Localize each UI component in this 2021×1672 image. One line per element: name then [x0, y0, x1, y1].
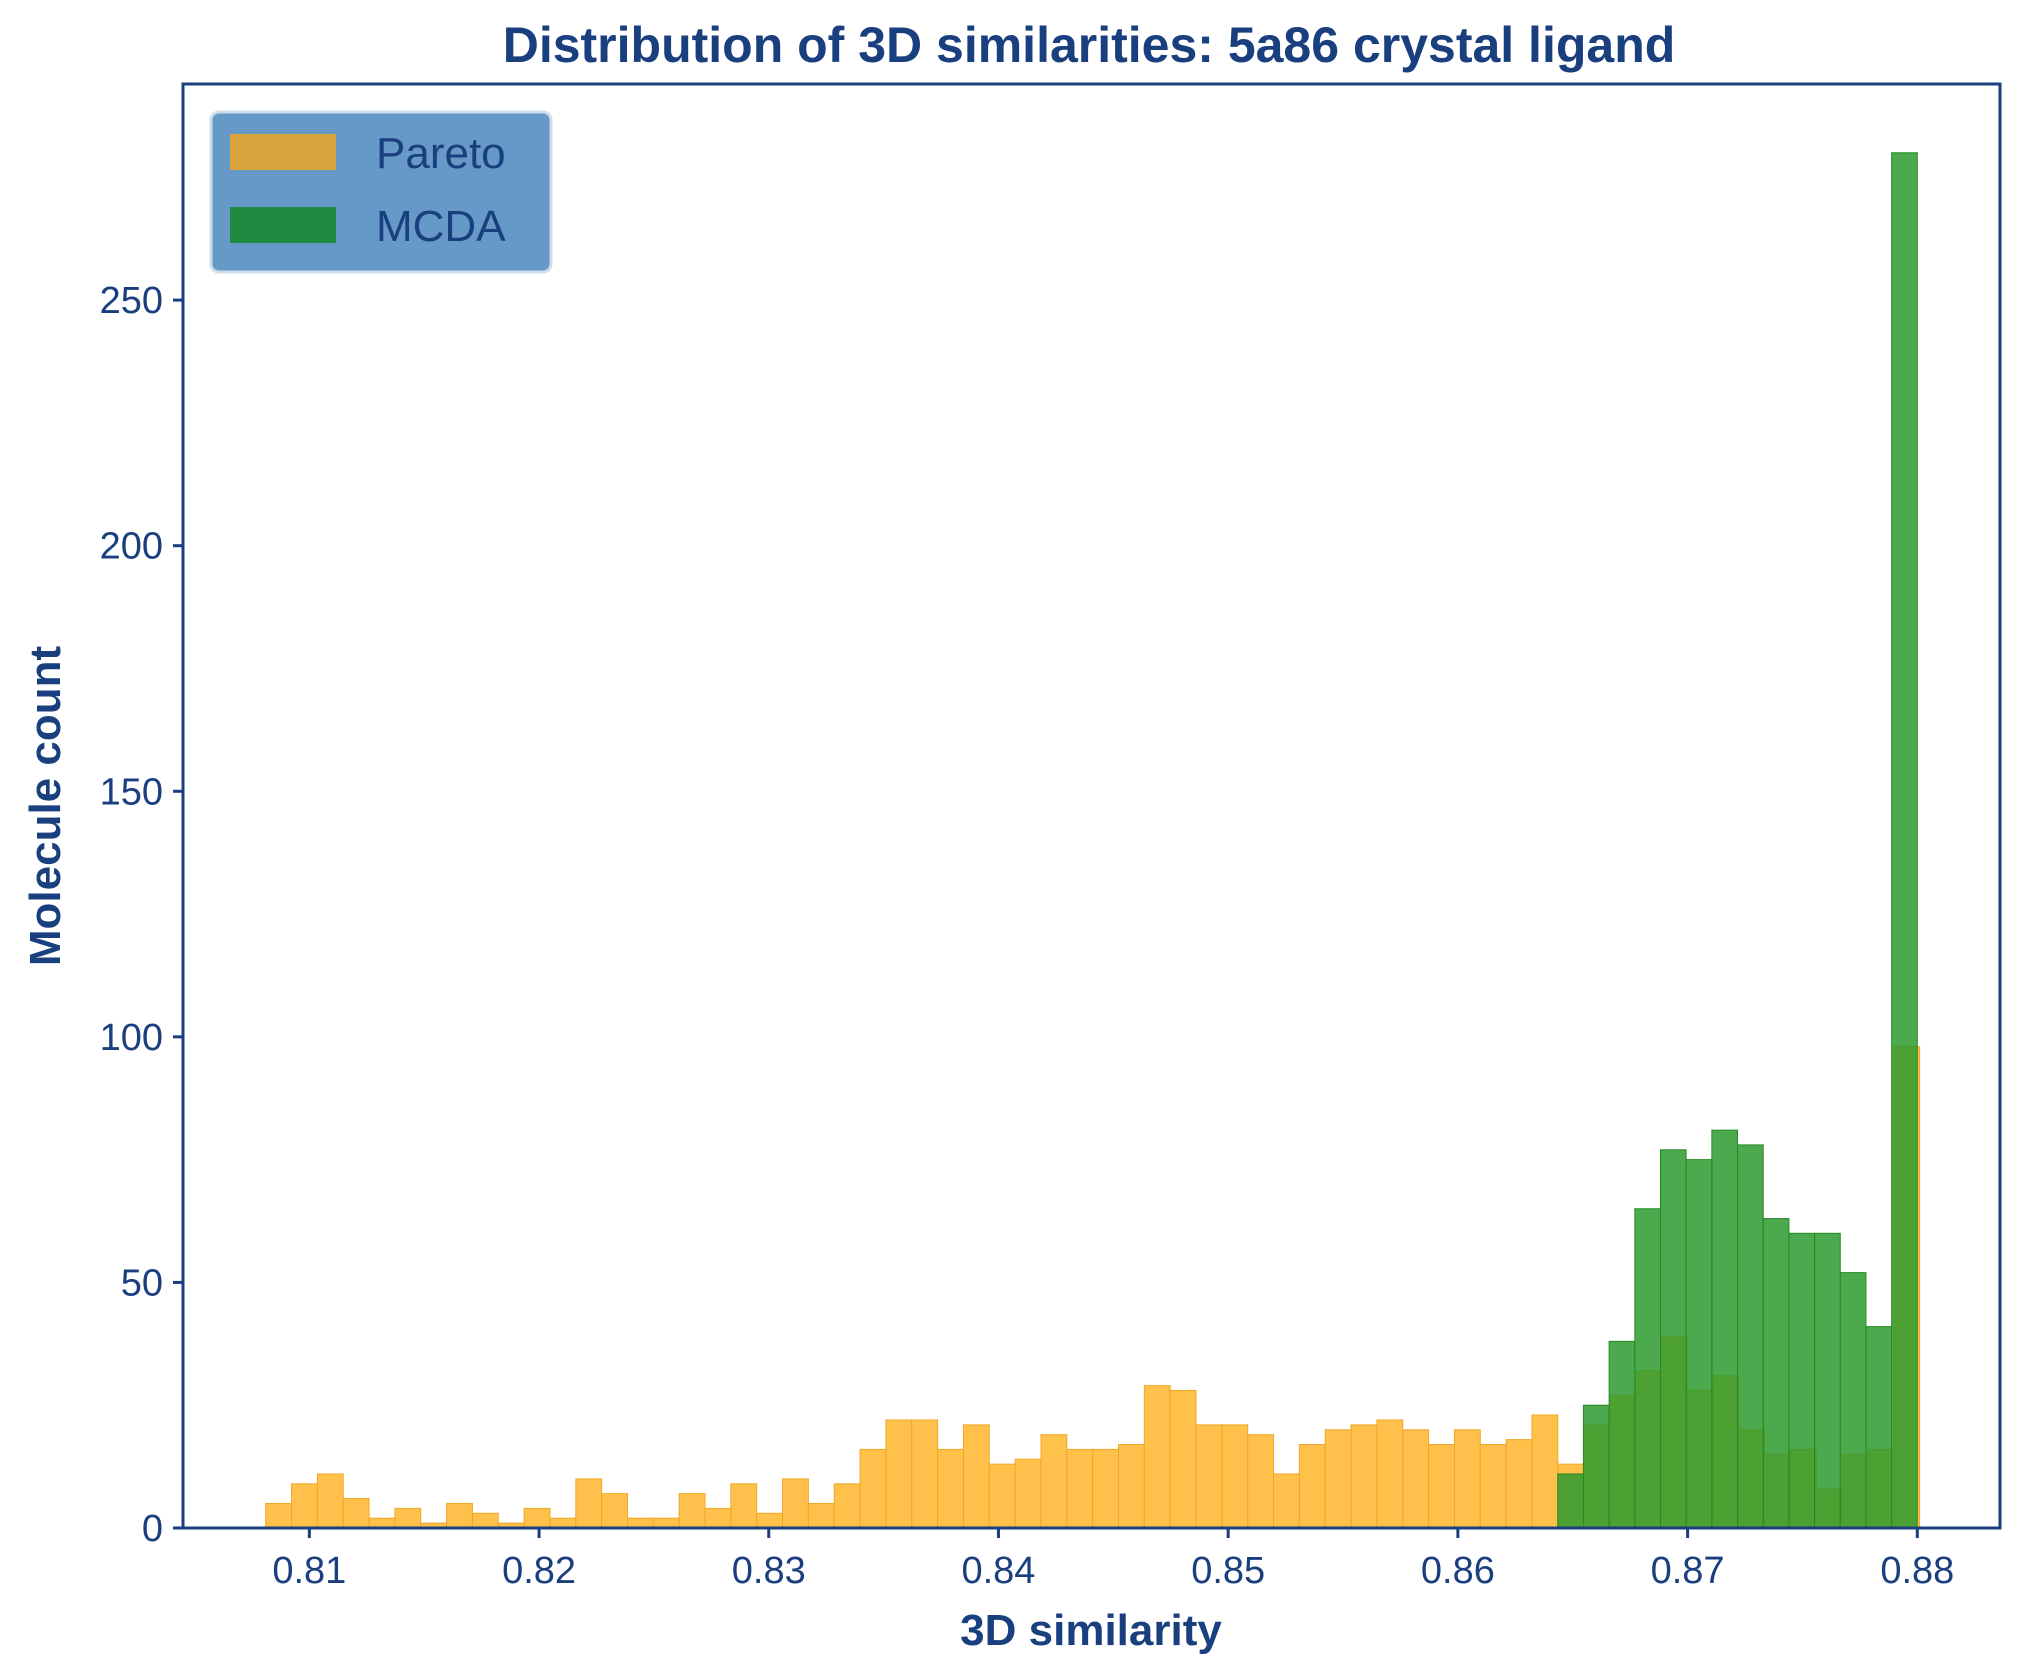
pareto-bar: [471, 1512, 499, 1529]
pareto-bar: [1505, 1439, 1533, 1529]
y-tick-label: 250: [100, 280, 163, 322]
pareto-bar: [1092, 1448, 1119, 1529]
pareto-bar: [678, 1493, 706, 1529]
pareto-bar: [1143, 1385, 1171, 1529]
pareto-bar: [1247, 1434, 1275, 1529]
mcda-bar: [1634, 1208, 1661, 1529]
mcda-bar: [1788, 1232, 1816, 1529]
pareto-bar: [1066, 1448, 1094, 1529]
mcda-bar: [1737, 1144, 1764, 1529]
pareto-bar: [704, 1507, 732, 1529]
y-axis-ticks: 0 50 100 150 200 250: [100, 280, 183, 1550]
pareto-bar: [833, 1483, 861, 1529]
pareto-bar: [1402, 1429, 1430, 1529]
x-axis-label: 3D similarity: [960, 1606, 1222, 1655]
pareto-bar: [988, 1463, 1016, 1529]
pareto-bar: [1195, 1424, 1223, 1529]
x-tick-label: 0.86: [1421, 1550, 1495, 1592]
pareto-bar: [523, 1507, 551, 1529]
pareto-bar: [1324, 1429, 1352, 1529]
pareto-bar: [1453, 1429, 1481, 1529]
pareto-bar: [1531, 1414, 1559, 1529]
pareto-bar: [1273, 1473, 1300, 1529]
pareto-bar: [756, 1512, 784, 1529]
chart-title: Distribution of 3D similarities: 5a86 cr…: [503, 17, 1676, 73]
mcda-bar: [1814, 1232, 1841, 1529]
mcda-bars: [1557, 152, 1918, 1529]
mcda-bar: [1839, 1272, 1867, 1529]
mcda-bar: [1762, 1218, 1790, 1529]
pareto-bar: [1040, 1434, 1068, 1529]
x-tick-label: 0.87: [1651, 1550, 1725, 1592]
legend-swatch-mcda: [230, 207, 336, 243]
y-tick-label: 200: [100, 526, 163, 568]
pareto-bar: [885, 1419, 913, 1529]
pareto-bar: [1221, 1424, 1249, 1529]
legend-label-mcda: MCDA: [376, 202, 506, 251]
pareto-bar: [265, 1502, 293, 1529]
pareto-bar: [1117, 1444, 1145, 1529]
y-tick-label: 150: [100, 771, 163, 813]
pareto-bar: [575, 1478, 603, 1529]
x-tick-label: 0.82: [502, 1550, 576, 1592]
y-tick-label: 100: [100, 1017, 163, 1059]
pareto-bar: [446, 1502, 473, 1529]
pareto-bar: [316, 1473, 344, 1529]
x-tick-label: 0.84: [961, 1550, 1035, 1592]
pareto-bar: [1350, 1424, 1378, 1529]
pareto-bar: [1298, 1444, 1326, 1529]
pareto-bar: [394, 1507, 422, 1529]
legend-label-pareto: Pareto: [376, 129, 506, 178]
pareto-bar: [1014, 1458, 1042, 1529]
pareto-bar: [601, 1493, 628, 1529]
mcda-bar: [1608, 1340, 1636, 1529]
pareto-bar: [730, 1483, 758, 1529]
axes-frame: [181, 82, 2002, 1530]
mcda-bar: [1865, 1326, 1893, 1529]
pareto-bar: [962, 1424, 990, 1529]
x-tick-label: 0.83: [732, 1550, 806, 1592]
pareto-bar: [1376, 1419, 1404, 1529]
y-tick-label: 0: [142, 1508, 163, 1550]
pareto-bar: [937, 1448, 964, 1529]
pareto-bar: [807, 1502, 835, 1529]
mcda-bar: [1711, 1129, 1739, 1529]
pareto-bar: [1479, 1444, 1507, 1529]
pareto-bar: [1428, 1444, 1455, 1529]
mcda-bar: [1685, 1159, 1713, 1529]
pareto-bar: [342, 1498, 370, 1529]
pareto-bar: [291, 1483, 318, 1529]
pareto-bar: [911, 1419, 939, 1529]
pareto-bar: [859, 1448, 887, 1529]
mcda-bar: [1582, 1404, 1610, 1529]
mcda-bar: [1891, 152, 1918, 1529]
x-tick-label: 0.88: [1880, 1550, 1954, 1592]
y-tick-label: 50: [121, 1262, 163, 1304]
legend-swatch-pareto: [230, 134, 336, 170]
mcda-bar: [1659, 1149, 1687, 1529]
mcda-bar: [1557, 1473, 1584, 1529]
x-tick-label: 0.81: [272, 1550, 346, 1592]
pareto-bar: [782, 1478, 809, 1529]
x-tick-label: 0.85: [1191, 1550, 1265, 1592]
x-axis-ticks: 0.81 0.82 0.83 0.84 0.85 0.86 0.87 0.88: [272, 1528, 1954, 1592]
legend: Pareto MCDA: [209, 110, 553, 274]
pareto-bar: [1169, 1389, 1197, 1529]
y-axis-label: Molecule count: [21, 646, 70, 967]
